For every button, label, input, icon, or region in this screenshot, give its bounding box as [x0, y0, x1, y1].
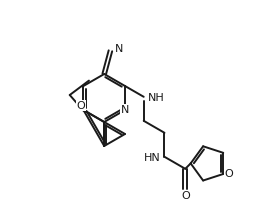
- Text: O: O: [181, 191, 190, 201]
- Text: HN: HN: [144, 153, 160, 163]
- Text: O: O: [224, 169, 233, 179]
- Text: N: N: [121, 105, 129, 115]
- Text: O: O: [77, 101, 86, 111]
- Text: NH: NH: [148, 93, 164, 103]
- Text: N: N: [114, 44, 123, 54]
